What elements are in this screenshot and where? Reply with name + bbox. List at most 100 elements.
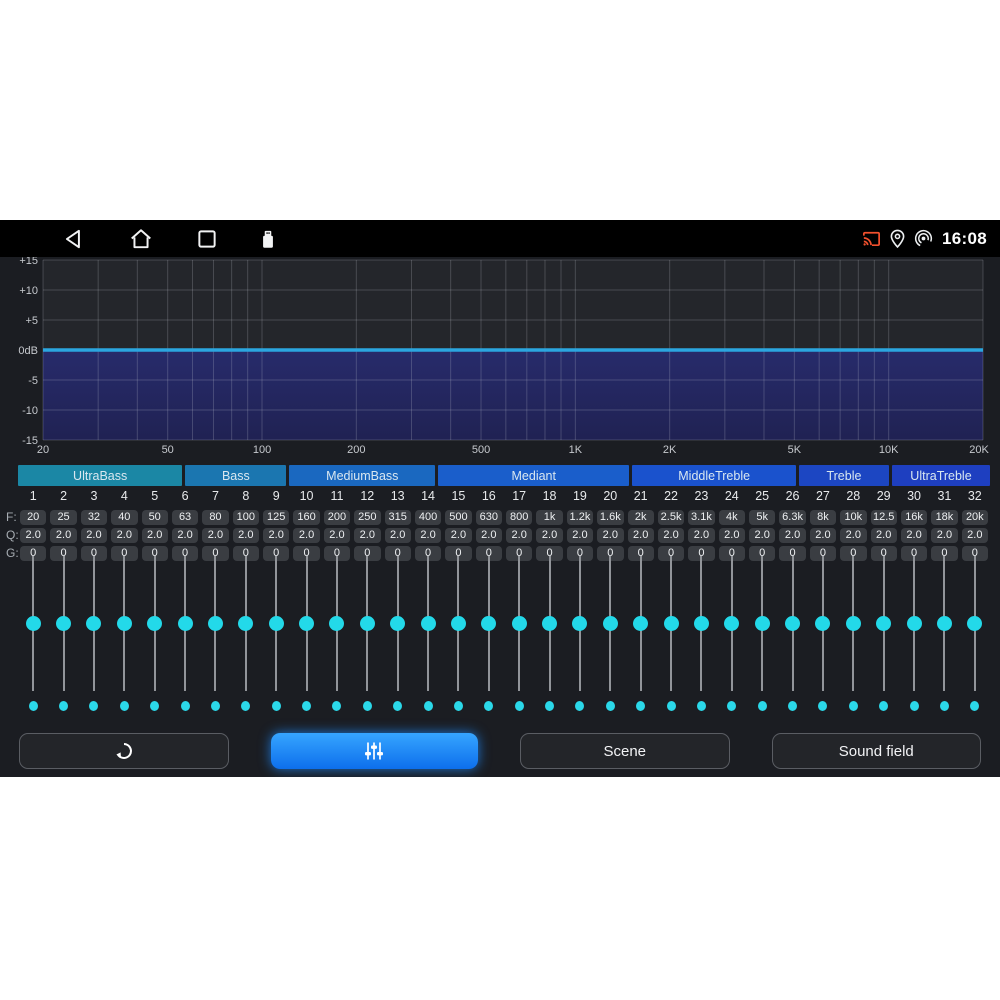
band-19-slider[interactable]	[565, 556, 595, 691]
slider-knob[interactable]	[450, 616, 466, 631]
home-icon[interactable]	[129, 227, 153, 251]
band-group-mediant[interactable]: Mediant	[438, 465, 630, 486]
slider-knob[interactable]	[602, 616, 618, 631]
band-q-value-26: 2.0	[779, 528, 806, 543]
slider-knob[interactable]	[815, 616, 831, 631]
band-22-slider[interactable]	[656, 556, 686, 691]
slider-knob[interactable]	[511, 616, 527, 631]
sound-field-button[interactable]: Sound field	[771, 733, 981, 769]
slider-knob[interactable]	[633, 616, 649, 631]
band-13-slider[interactable]	[383, 556, 413, 691]
band-5-slider[interactable]	[140, 556, 170, 691]
slider-knob[interactable]	[86, 616, 102, 631]
back-icon[interactable]	[62, 227, 86, 251]
band-16-slider[interactable]	[474, 556, 504, 691]
band-group-middletreble[interactable]: MiddleTreble	[632, 465, 796, 486]
band-25-slider[interactable]	[747, 556, 777, 691]
band-31-slider[interactable]	[929, 556, 959, 691]
band-6-dot	[180, 701, 190, 711]
band-group-ultratreble[interactable]: UltraTreble	[891, 465, 991, 486]
slider-knob[interactable]	[845, 616, 861, 631]
scene-button[interactable]: Scene	[520, 733, 730, 769]
band-group-mediumbass[interactable]: MediumBass	[289, 465, 436, 486]
band-7-slider[interactable]	[200, 556, 230, 691]
slider-knob[interactable]	[572, 616, 588, 631]
band-freq-value-3: 32	[80, 510, 108, 525]
slider-knob[interactable]	[25, 616, 41, 631]
band-24-slider[interactable]	[717, 556, 747, 691]
band-21-slider[interactable]	[626, 556, 656, 691]
band-4-slider[interactable]	[109, 556, 139, 691]
slider-knob[interactable]	[724, 616, 740, 631]
band-18-slider[interactable]	[534, 556, 564, 691]
band-29-slider[interactable]	[869, 556, 899, 691]
band-30-slider[interactable]	[899, 556, 929, 691]
band-2-slider[interactable]	[48, 556, 78, 691]
slider-knob[interactable]	[147, 616, 163, 631]
slider-knob[interactable]	[876, 616, 892, 631]
band-freq-value-20: 1.6k	[597, 510, 624, 525]
band-27-slider[interactable]	[808, 556, 838, 691]
band-9-slider[interactable]	[261, 556, 291, 691]
slider-knob[interactable]	[359, 616, 375, 631]
band-26-slider[interactable]	[777, 556, 807, 691]
band-6-slider[interactable]	[170, 556, 200, 691]
band-number-4: 4	[120, 489, 128, 503]
slider-knob[interactable]	[56, 616, 72, 631]
slider-knob[interactable]	[207, 616, 223, 631]
band-8-slider[interactable]	[231, 556, 261, 691]
slider-knob[interactable]	[906, 616, 922, 631]
band-1-slider[interactable]	[18, 556, 48, 691]
slider-knob[interactable]	[785, 616, 801, 631]
slider-knob[interactable]	[299, 616, 315, 631]
band-gain-value-21: 0	[627, 546, 654, 561]
band-12-slider[interactable]	[352, 556, 382, 691]
band-14-slider[interactable]	[413, 556, 443, 691]
band-freq-value-18: 1k	[536, 510, 563, 525]
location-icon	[887, 228, 908, 249]
slider-knob[interactable]	[693, 616, 709, 631]
slider-knob[interactable]	[481, 616, 497, 631]
band-17-slider[interactable]	[504, 556, 534, 691]
band-group-bass[interactable]: Bass	[185, 465, 287, 486]
band-freq-value-30: 16k	[900, 510, 928, 525]
slider-knob[interactable]	[967, 616, 983, 631]
svg-text:+10: +10	[19, 285, 38, 297]
slider-knob[interactable]	[268, 616, 284, 631]
band-gain-value-22: 0	[657, 546, 685, 561]
recents-icon[interactable]	[195, 227, 219, 251]
slider-knob[interactable]	[936, 616, 952, 631]
slider-knob[interactable]	[542, 616, 558, 631]
band-q-value-29: 2.0	[870, 528, 897, 543]
sound-field-button-label: Sound field	[838, 742, 914, 760]
band-q-value-12: 2.0	[354, 528, 381, 543]
band-number-23: 23	[694, 489, 709, 503]
slider-knob[interactable]	[238, 616, 254, 631]
band-number-11: 11	[330, 489, 344, 503]
reset-button[interactable]	[19, 733, 229, 769]
band-23-slider[interactable]	[686, 556, 716, 691]
band-15-slider[interactable]	[443, 556, 473, 691]
slider-knob[interactable]	[390, 616, 406, 631]
slider-knob[interactable]	[754, 616, 770, 631]
slider-knob[interactable]	[420, 616, 436, 631]
band-11-slider[interactable]	[322, 556, 352, 691]
slider-knob[interactable]	[177, 616, 193, 631]
band-15-dot	[453, 701, 463, 711]
band-28-slider[interactable]	[838, 556, 868, 691]
band-3-slider[interactable]	[79, 556, 109, 691]
band-20-slider[interactable]	[595, 556, 625, 691]
band-group-treble[interactable]: Treble	[798, 465, 889, 486]
band-10-slider[interactable]	[291, 556, 321, 691]
band-q-value-31: 2.0	[931, 528, 958, 543]
slider-knob[interactable]	[329, 616, 345, 631]
usb-icon[interactable]	[256, 227, 280, 251]
band-group-ultrabass[interactable]: UltraBass	[18, 465, 183, 486]
band-27-dot	[818, 701, 828, 711]
band-32-slider[interactable]	[960, 556, 990, 691]
band-number-8: 8	[242, 489, 250, 503]
equalizer-button[interactable]	[270, 733, 478, 769]
slider-knob[interactable]	[663, 616, 679, 631]
slider-knob[interactable]	[116, 616, 132, 631]
